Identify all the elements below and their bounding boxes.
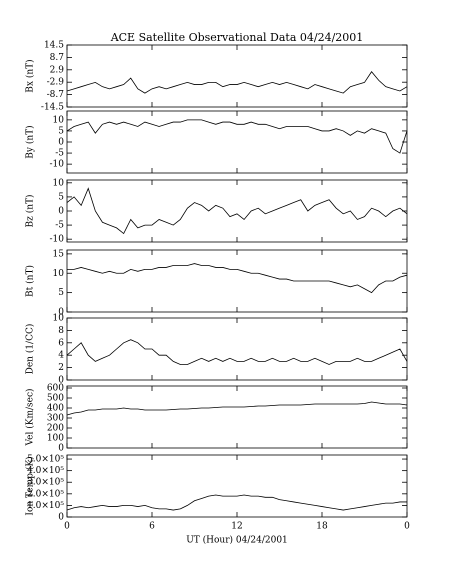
y-axis-label: Bz (nT)	[25, 194, 36, 227]
y-tick-label: -10	[50, 160, 65, 170]
y-axis-label: Bt (nT)	[25, 265, 36, 297]
y-tick-label: 400	[47, 404, 64, 414]
y-tick-label: 100	[47, 434, 64, 444]
y-tick-label: 0	[58, 207, 64, 217]
x-axis-label: UT (Hour) 04/24/2001	[186, 535, 288, 546]
y-tick-label: -2.9	[47, 78, 65, 88]
y-tick-label: 10	[53, 178, 65, 188]
y-tick-label: 10	[53, 115, 65, 125]
y-tick-label: 600	[47, 384, 64, 394]
x-tick-label: 0	[64, 522, 70, 532]
y-axis-label: By (nT)	[25, 125, 36, 158]
data-line	[66, 119, 408, 154]
y-tick-label: 4	[58, 351, 64, 361]
y-tick-label: 14.5	[44, 41, 64, 51]
chart-title: ACE Satellite Observational Data 04/24/2…	[110, 31, 364, 44]
x-tick-label: 12	[231, 522, 242, 532]
data-line	[66, 71, 408, 94]
y-tick-label: 2	[58, 363, 64, 373]
y-axis-label: Vel (Km/sec)	[25, 388, 36, 446]
data-line	[66, 401, 408, 416]
y-tick-label: -10	[50, 235, 65, 245]
y-tick-label: 10	[53, 269, 65, 279]
x-tick-label: 18	[316, 522, 328, 532]
y-tick-label: 3.0×10⁵	[27, 478, 64, 488]
y-tick-label: 0	[58, 308, 64, 318]
y-tick-label: 15	[53, 249, 65, 259]
y-tick-label: 5	[58, 192, 64, 202]
y-tick-label: 8.7	[50, 53, 65, 63]
y-tick-label: -14.5	[41, 103, 64, 113]
y-tick-label: -5	[55, 149, 64, 159]
y-tick-label: -5	[55, 221, 64, 231]
data-line	[66, 187, 408, 235]
data-line	[67, 263, 408, 294]
y-tick-label: 6	[58, 338, 64, 348]
y-tick-label: -8.7	[47, 90, 65, 100]
y-axis-label: Ion Temp (K)	[25, 456, 36, 515]
y-axis-label: Bx (nT)	[25, 59, 36, 92]
y-tick-label: 200	[47, 424, 64, 434]
y-tick-label: 0	[58, 138, 64, 148]
y-tick-label: 5	[58, 288, 64, 298]
y-tick-label: 500	[47, 394, 64, 404]
y-axis-label: Den (1/CC)	[25, 324, 36, 375]
x-tick-label: 0	[404, 522, 410, 532]
y-tick-label: 2.9	[50, 65, 65, 75]
data-line	[66, 339, 408, 365]
y-tick-label: 10	[53, 314, 65, 324]
x-tick-label: 6	[149, 522, 155, 532]
y-tick-label: 300	[47, 414, 64, 424]
y-tick-label: 8	[58, 326, 64, 336]
y-tick-label: 5	[58, 126, 64, 136]
data-line	[66, 494, 407, 511]
y-tick-label: 2.0×10⁵	[27, 489, 64, 499]
y-tick-label: 5.0×10⁵	[27, 455, 64, 465]
y-tick-label: 4.0×10⁵	[27, 466, 64, 476]
y-tick-label: 0	[58, 513, 64, 523]
y-tick-label: 0	[58, 376, 64, 386]
y-tick-label: 0	[58, 444, 64, 454]
y-tick-label: 1.0×10⁵	[27, 501, 64, 511]
